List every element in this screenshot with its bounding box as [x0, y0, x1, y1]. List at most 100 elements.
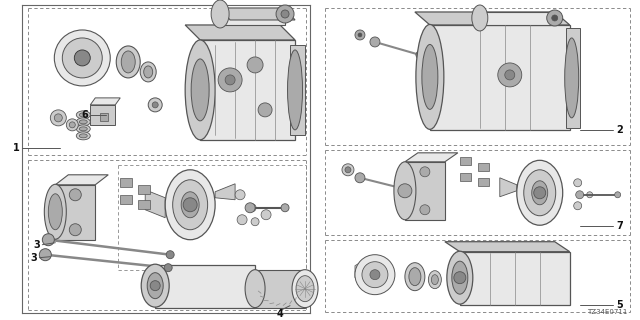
Circle shape — [534, 187, 546, 199]
Circle shape — [237, 215, 247, 225]
Ellipse shape — [185, 40, 215, 140]
Circle shape — [247, 57, 263, 73]
Circle shape — [420, 205, 430, 215]
Circle shape — [235, 190, 245, 200]
Ellipse shape — [79, 127, 87, 131]
Polygon shape — [220, 8, 295, 20]
Bar — [120, 178, 132, 187]
Circle shape — [370, 270, 380, 280]
Polygon shape — [480, 12, 555, 25]
Text: 7: 7 — [616, 221, 623, 231]
Circle shape — [420, 167, 430, 177]
Text: 4: 4 — [276, 308, 284, 319]
Circle shape — [552, 15, 557, 21]
Ellipse shape — [287, 50, 303, 130]
Ellipse shape — [532, 181, 548, 205]
Ellipse shape — [428, 271, 442, 289]
Circle shape — [261, 210, 271, 220]
Bar — [138, 185, 150, 194]
Circle shape — [166, 251, 174, 259]
Circle shape — [69, 122, 76, 128]
Circle shape — [281, 204, 289, 212]
Polygon shape — [215, 184, 235, 200]
Bar — [460, 157, 471, 165]
Ellipse shape — [516, 160, 563, 225]
Polygon shape — [566, 28, 580, 128]
Polygon shape — [355, 260, 365, 272]
Ellipse shape — [76, 132, 90, 140]
Ellipse shape — [211, 0, 229, 28]
Ellipse shape — [416, 24, 444, 129]
Circle shape — [573, 202, 582, 210]
Polygon shape — [255, 270, 305, 308]
Circle shape — [276, 5, 294, 23]
Circle shape — [355, 173, 365, 183]
Polygon shape — [220, 8, 285, 25]
Ellipse shape — [141, 264, 169, 307]
Circle shape — [248, 204, 256, 212]
Circle shape — [587, 192, 593, 198]
Text: 1: 1 — [13, 143, 20, 153]
Circle shape — [505, 70, 515, 80]
Circle shape — [150, 281, 160, 291]
Circle shape — [454, 272, 466, 284]
Ellipse shape — [79, 120, 87, 124]
Text: 3: 3 — [33, 240, 40, 250]
Ellipse shape — [79, 134, 87, 138]
Polygon shape — [90, 105, 115, 125]
Bar — [478, 163, 489, 171]
Polygon shape — [445, 242, 570, 252]
Ellipse shape — [394, 162, 416, 220]
Ellipse shape — [116, 46, 140, 78]
Circle shape — [258, 103, 272, 117]
Ellipse shape — [144, 66, 153, 78]
Ellipse shape — [564, 38, 579, 118]
Polygon shape — [355, 272, 365, 284]
Circle shape — [355, 255, 395, 295]
Circle shape — [245, 203, 255, 213]
Ellipse shape — [472, 5, 488, 31]
Bar — [478, 178, 489, 186]
Circle shape — [218, 68, 242, 92]
Polygon shape — [55, 175, 108, 185]
Circle shape — [62, 38, 102, 78]
Circle shape — [42, 234, 54, 246]
Text: 3: 3 — [30, 253, 36, 263]
Circle shape — [251, 218, 259, 226]
Circle shape — [614, 192, 621, 198]
Polygon shape — [430, 25, 570, 130]
Circle shape — [152, 102, 158, 108]
Ellipse shape — [49, 194, 62, 230]
Polygon shape — [460, 252, 570, 305]
Polygon shape — [405, 153, 458, 162]
Circle shape — [51, 110, 67, 126]
Text: 5: 5 — [616, 300, 623, 310]
Ellipse shape — [79, 113, 87, 117]
Circle shape — [74, 50, 90, 66]
Ellipse shape — [422, 44, 438, 109]
Ellipse shape — [296, 276, 314, 302]
Polygon shape — [500, 178, 516, 197]
Ellipse shape — [147, 273, 163, 299]
Ellipse shape — [165, 170, 215, 240]
Circle shape — [54, 114, 62, 122]
Polygon shape — [55, 185, 95, 240]
Ellipse shape — [292, 270, 318, 308]
Polygon shape — [155, 265, 255, 308]
Bar — [100, 113, 108, 121]
Bar — [138, 200, 150, 209]
Circle shape — [67, 119, 78, 131]
Polygon shape — [60, 53, 70, 72]
Circle shape — [69, 189, 81, 201]
Circle shape — [547, 10, 563, 26]
Circle shape — [398, 184, 412, 198]
Circle shape — [416, 51, 424, 59]
Ellipse shape — [173, 180, 207, 230]
Circle shape — [355, 30, 365, 40]
Ellipse shape — [191, 59, 209, 121]
Circle shape — [164, 264, 172, 272]
Circle shape — [148, 98, 162, 112]
Ellipse shape — [524, 170, 556, 216]
Circle shape — [183, 198, 197, 212]
Polygon shape — [415, 12, 570, 25]
